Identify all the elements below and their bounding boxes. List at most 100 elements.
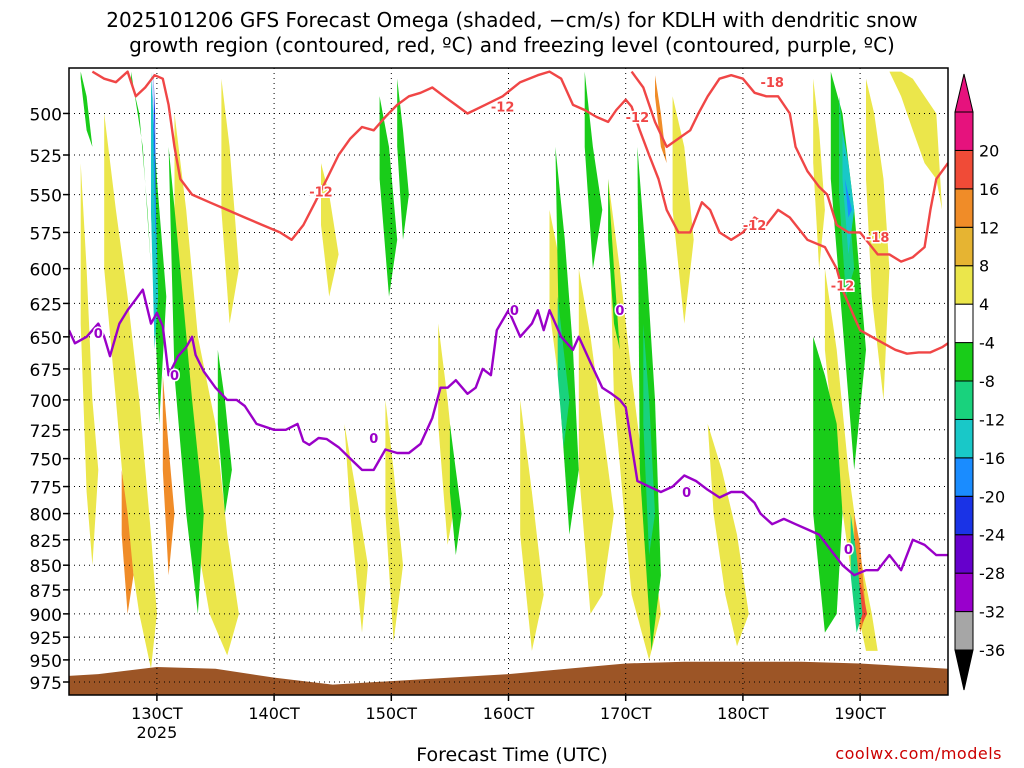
colorbar-segment: [954, 303, 974, 344]
y-tick-label: 925: [30, 629, 62, 649]
colorbar-label: -4: [979, 334, 995, 353]
colorbar-segment: [954, 265, 974, 305]
omega-region: [866, 78, 890, 400]
y-tick-label: 750: [30, 451, 62, 471]
y-tick-label: 525: [30, 147, 62, 167]
colorbar-segment: [954, 342, 974, 382]
contour-label: 0: [170, 369, 179, 384]
omega-region: [80, 71, 93, 147]
y-tick-label: 650: [30, 329, 62, 349]
x-tick-label: 170CT: [600, 704, 652, 723]
y-tick-label: 800: [30, 506, 62, 526]
colorbar-label: -32: [979, 603, 1005, 622]
omega-region: [857, 575, 868, 624]
omega-region: [449, 423, 462, 556]
colorbar-segment: [954, 111, 974, 151]
contour-label: -12: [491, 101, 515, 116]
contour-label: 0: [369, 432, 378, 447]
colorbar-label: 16: [979, 180, 999, 199]
y-tick-label: 625: [30, 295, 62, 315]
y-axis: 500 525 550 575 600 625 650 675 700 725 750 775 800 8…: [30, 105, 69, 694]
omega-region: [520, 399, 544, 651]
y-tick-label: 850: [30, 557, 62, 577]
contour-dgz--18: [630, 70, 948, 263]
y-tick-label: 975: [30, 674, 62, 694]
colorbar-segment: [954, 380, 974, 420]
contour-label: -18: [760, 76, 784, 91]
colorbar-label: 20: [979, 141, 999, 160]
y-tick-label: 825: [30, 532, 62, 552]
chart-title-line-2: growth region (contoured, red, ºC) and f…: [129, 33, 895, 57]
omega-region: [842, 130, 855, 255]
y-tick-label: 500: [30, 105, 62, 125]
colorbar-label: 12: [979, 218, 999, 237]
colorbar-segment: [954, 495, 974, 536]
contour-freezing-level: [69, 288, 948, 577]
y-tick-label: 600: [30, 261, 62, 281]
x-tick-label: 140CT: [248, 704, 300, 723]
colorbar-segment: [954, 226, 974, 267]
y-tick-label: 675: [30, 361, 62, 381]
omega-region: [555, 146, 579, 535]
omega-region: [643, 323, 655, 556]
colorbar-label: -28: [979, 564, 1005, 583]
contour-label: 0: [844, 543, 853, 558]
omega-region: [221, 78, 239, 324]
colorbar-under-arrow: [954, 649, 974, 691]
omega-region: [174, 113, 239, 656]
colorbar-over-arrow: [954, 73, 974, 113]
chart-title-line-1: 2025101206 GFS Forecast Omega (shaded, −…: [106, 8, 918, 32]
omega-region: [397, 78, 409, 240]
omega-region: [168, 146, 204, 614]
omega-region: [824, 268, 878, 651]
colorbar-label: -24: [979, 526, 1005, 545]
y-tick-label: 550: [30, 187, 62, 207]
contour-label: 0: [510, 304, 519, 319]
x-tick-sublabel: 2025: [137, 723, 178, 742]
omega-region: [584, 71, 603, 269]
x-tick-label: 180CT: [717, 704, 769, 723]
omega-region: [813, 78, 825, 269]
credit-link[interactable]: coolwx.com/models: [835, 744, 1002, 763]
omega-region: [80, 163, 99, 566]
x-axis-label: Forecast Time (UTC): [416, 744, 608, 766]
colorbar: -36 -32 -28 -24 -20 -16 -12 -8 -4 4 8 12 16 20: [954, 73, 1005, 691]
omega-region: [151, 71, 159, 350]
colorbar-label: 4: [979, 295, 989, 314]
colorbar-label: -36: [979, 641, 1005, 660]
colorbar-label: -16: [979, 449, 1005, 468]
colorbar-segment: [954, 149, 974, 190]
omega-region: [707, 423, 749, 647]
colorbar-segment: [954, 534, 974, 574]
y-tick-label: 725: [30, 422, 62, 442]
colorbar-label: 8: [979, 257, 989, 276]
omega-region: [162, 375, 175, 576]
y-tick-label: 575: [30, 224, 62, 244]
omega-region: [321, 163, 339, 297]
x-tick-label: 130CT: [131, 704, 183, 723]
contour-label: 0: [615, 304, 624, 319]
omega-region: [153, 71, 156, 210]
contour-label: -12: [626, 111, 650, 126]
colorbar-segment: [954, 188, 974, 228]
colorbar-label: -20: [979, 487, 1005, 506]
colorbar-label: -8: [979, 372, 995, 391]
omega-region: [608, 179, 620, 350]
omega-region: [152, 71, 157, 269]
omega-region: [385, 399, 403, 642]
contour-labels: 0 0 0 0 0 0 0 -12 -12 -12 -12 -12 -18 -18: [92, 75, 891, 560]
contour-label: -12: [743, 219, 767, 234]
omega-region: [121, 469, 134, 614]
omega-region: [217, 349, 232, 514]
contour-label: 0: [94, 327, 103, 342]
colorbar-segment: [954, 418, 974, 459]
omega-region: [844, 179, 852, 218]
omega-region: [672, 96, 694, 324]
y-tick-label: 875: [30, 582, 62, 602]
omega-shading: [80, 71, 943, 669]
contour-dgz--12: [91, 70, 948, 355]
omega-region: [813, 336, 843, 633]
